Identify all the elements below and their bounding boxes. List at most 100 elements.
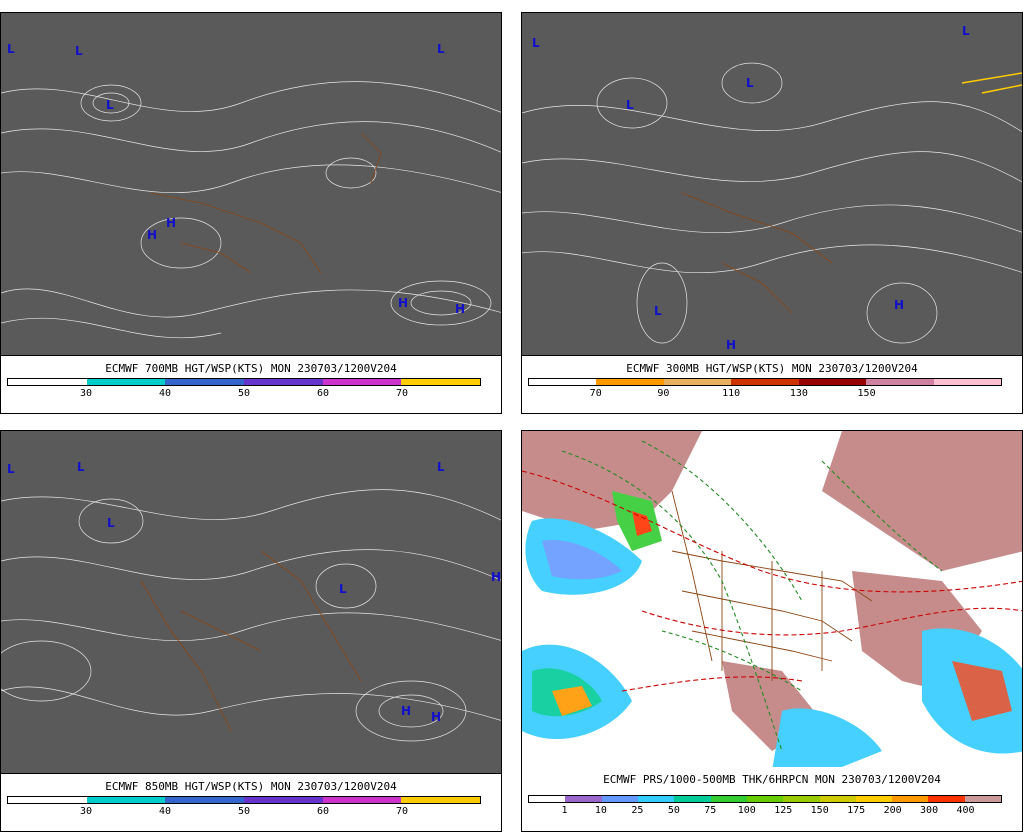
map-title: ECMWF PRS/1000-500MB THK/6HRPCN MON 2307…	[603, 773, 941, 786]
colorbar-segment	[783, 796, 820, 802]
colorbar-segment	[892, 796, 929, 802]
panel-prs-thk: ECMWF PRS/1000-500MB THK/6HRPCN MON 2307…	[521, 430, 1023, 832]
colorbar-segment	[86, 797, 166, 803]
colorbar-segment	[596, 379, 664, 385]
colorbar-tick-label: 40	[158, 388, 172, 399]
colorbar	[7, 796, 481, 804]
streamline-map-700: L L L L H H H H	[1, 13, 501, 355]
colorbar	[528, 378, 1002, 386]
colorbar-segment	[529, 796, 566, 802]
colorbar-segment	[165, 797, 245, 803]
high-icon: H	[431, 710, 441, 724]
colorbar-tick-label: 30	[79, 806, 93, 817]
colorbar-tick-label: 200	[883, 805, 902, 816]
panel-850mb: L L L L L H H H ECMWF 850MB HGT/WSP(KTS)…	[0, 430, 502, 832]
colorbar-segment	[601, 796, 638, 802]
colorbar	[528, 795, 1002, 803]
colorbar-tick-label: 50	[237, 388, 251, 399]
colorbar-segment	[529, 379, 597, 385]
low-icon: L	[75, 44, 83, 58]
colorbar-segment	[663, 379, 732, 385]
map-850mb: L L L L L H H H	[0, 430, 502, 774]
low-icon: L	[626, 98, 634, 112]
high-icon: H	[491, 570, 501, 584]
colorbar-tick-label: 60	[316, 806, 330, 817]
colorbar-ticks: 1 10 25 50 75 100 125 150 175 200 300 400	[528, 805, 1002, 819]
colorbar-segment	[855, 796, 893, 802]
colorbar-tick-label: 25	[631, 805, 644, 816]
low-icon: L	[339, 582, 347, 596]
low-icon: L	[532, 36, 540, 50]
colorbar-segment	[244, 379, 323, 385]
colorbar-tick-label: 50	[237, 806, 251, 817]
colorbar-segment	[710, 796, 747, 802]
map-title: ECMWF 700MB HGT/WSP(KTS) MON 230703/1200…	[105, 362, 397, 375]
low-icon: L	[437, 460, 445, 474]
colorbar-tick-label: 150	[810, 805, 829, 816]
colorbar-tick-label: 60	[316, 388, 330, 399]
colorbar-segment	[746, 796, 784, 802]
colorbar-ticks: 30 40 50 60 70	[7, 388, 481, 402]
colorbar-segment	[401, 797, 481, 803]
low-icon: L	[106, 98, 114, 112]
high-icon: H	[726, 338, 736, 352]
legend-300mb: ECMWF 300MB HGT/WSP(KTS) MON 230703/1200…	[521, 356, 1023, 414]
low-icon: L	[107, 516, 115, 530]
colorbar-tick-label: 400	[956, 805, 975, 816]
colorbar-segment	[637, 796, 675, 802]
colorbar-segment	[964, 796, 1002, 802]
colorbar-segment	[8, 797, 87, 803]
colorbar-segment	[322, 797, 402, 803]
low-icon: L	[746, 76, 754, 90]
colorbar-segment	[928, 796, 965, 802]
low-icon: L	[654, 304, 662, 318]
colorbar-segment	[819, 796, 856, 802]
colorbar-tick-label: 70	[589, 388, 602, 399]
colorbar-segment	[798, 379, 867, 385]
high-icon: H	[894, 298, 904, 312]
precip-map	[522, 431, 1022, 773]
high-icon: H	[401, 704, 411, 718]
colorbar-tick-label: 150	[857, 388, 876, 399]
colorbar-tick-label: 50	[667, 805, 680, 816]
high-icon: H	[147, 228, 157, 242]
colorbar-segment	[8, 379, 87, 385]
low-icon: L	[962, 24, 970, 38]
colorbar-tick-label: 110	[722, 388, 741, 399]
high-icon: H	[166, 216, 176, 230]
legend-prs-thk: ECMWF PRS/1000-500MB THK/6HRPCN MON 2307…	[521, 767, 1023, 832]
panel-300mb: L L L L L H H ECMWF 300MB HGT/WSP(KTS) M…	[521, 12, 1023, 414]
colorbar-segment	[731, 379, 799, 385]
map-title: ECMWF 850MB HGT/WSP(KTS) MON 230703/1200…	[105, 780, 397, 793]
high-icon: H	[455, 302, 465, 316]
colorbar-tick-label: 70	[395, 388, 409, 399]
map-prs-thk	[521, 430, 1023, 774]
colorbar-tick-label: 75	[704, 805, 717, 816]
low-icon: L	[7, 462, 15, 476]
colorbar-tick-label: 125	[774, 805, 793, 816]
colorbar-tick-label: 90	[657, 388, 670, 399]
low-icon: L	[437, 42, 445, 56]
colorbar-segment	[322, 379, 402, 385]
colorbar-ticks: 70 90 110 130 150	[528, 388, 1002, 402]
colorbar-tick-label: 1	[561, 805, 568, 816]
colorbar-tick-label: 40	[158, 806, 172, 817]
legend-850mb: ECMWF 850MB HGT/WSP(KTS) MON 230703/1200…	[0, 774, 502, 832]
colorbar-segment	[86, 379, 166, 385]
colorbar-tick-label: 10	[594, 805, 607, 816]
colorbar-segment	[674, 796, 711, 802]
streamline-map-300: L L L L L H H	[522, 13, 1022, 355]
high-icon: H	[398, 296, 408, 310]
colorbar-tick-label: 175	[847, 805, 866, 816]
colorbar-tick-label: 300	[920, 805, 939, 816]
streamline-map-850: L L L L L H H H	[1, 431, 501, 773]
low-icon: L	[7, 42, 15, 56]
panel-700mb: L L L L H H H H ECMWF 700MB HGT/WSP(KTS)…	[0, 12, 502, 414]
map-300mb: L L L L L H H	[521, 12, 1023, 356]
colorbar-tick-label: 70	[395, 806, 409, 817]
colorbar-tick-label: 30	[79, 388, 93, 399]
colorbar-ticks: 30 40 50 60 70	[7, 806, 481, 820]
low-icon: L	[77, 460, 85, 474]
colorbar-tick-label: 100	[737, 805, 756, 816]
legend-700mb: ECMWF 700MB HGT/WSP(KTS) MON 230703/1200…	[0, 356, 502, 414]
